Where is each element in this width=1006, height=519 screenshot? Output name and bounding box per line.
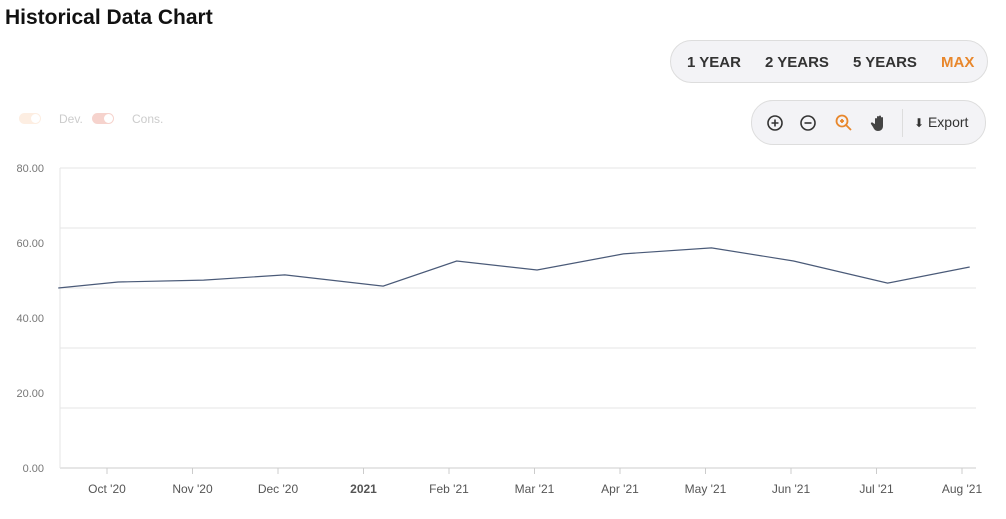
x-tick-label: Oct '20 xyxy=(88,482,126,496)
legend-cons: Cons. xyxy=(132,112,164,126)
chart-toolbar: ⬇ Export xyxy=(751,100,986,145)
series-line xyxy=(58,247,970,289)
x-tick-label: Apr '21 xyxy=(601,482,639,496)
x-tick-label: Feb '21 xyxy=(429,482,469,496)
y-tick-label: 40.00 xyxy=(16,313,44,325)
x-tick-label: Jul '21 xyxy=(859,482,894,496)
y-tick-label: 60.00 xyxy=(16,238,44,250)
export-label: Export xyxy=(927,114,969,130)
download-icon: ⬇ xyxy=(914,116,925,130)
magnifier-icon[interactable] xyxy=(834,113,854,133)
x-tick-label: Mar '21 xyxy=(515,482,555,496)
y-tick-label: 80.00 xyxy=(16,163,44,175)
x-tick-label: Aug '21 xyxy=(942,482,983,496)
x-tick-label: Jun '21 xyxy=(772,482,811,496)
dev-toggle[interactable] xyxy=(19,113,41,124)
zoom-out-icon[interactable] xyxy=(798,113,818,133)
page-title: Historical Data Chart xyxy=(5,6,213,29)
x-tick-label: May '21 xyxy=(685,482,727,496)
export-button[interactable]: ⬇ Export xyxy=(914,114,968,130)
x-tick-label: Nov '20 xyxy=(172,482,213,496)
hand-icon[interactable] xyxy=(870,113,890,133)
range-max-button[interactable]: MAX xyxy=(941,54,975,71)
range-1-year-button[interactable]: 1 YEAR xyxy=(687,54,741,71)
range-5-years-button[interactable]: 5 YEARS xyxy=(853,54,917,71)
y-tick-label: 20.00 xyxy=(16,388,44,400)
legend-dev: Dev. xyxy=(59,112,83,126)
x-tick-label: Dec '20 xyxy=(258,482,299,496)
range-2-years-button[interactable]: 2 YEARS xyxy=(765,54,829,71)
cons-toggle[interactable] xyxy=(92,113,114,124)
toolbar-divider xyxy=(902,109,903,137)
zoom-in-icon[interactable] xyxy=(765,113,785,133)
y-tick-label: 0.00 xyxy=(23,463,44,475)
x-tick-label: 2021 xyxy=(350,482,377,496)
range-selector: 1 YEAR 2 YEARS 5 YEARS MAX xyxy=(670,40,988,83)
